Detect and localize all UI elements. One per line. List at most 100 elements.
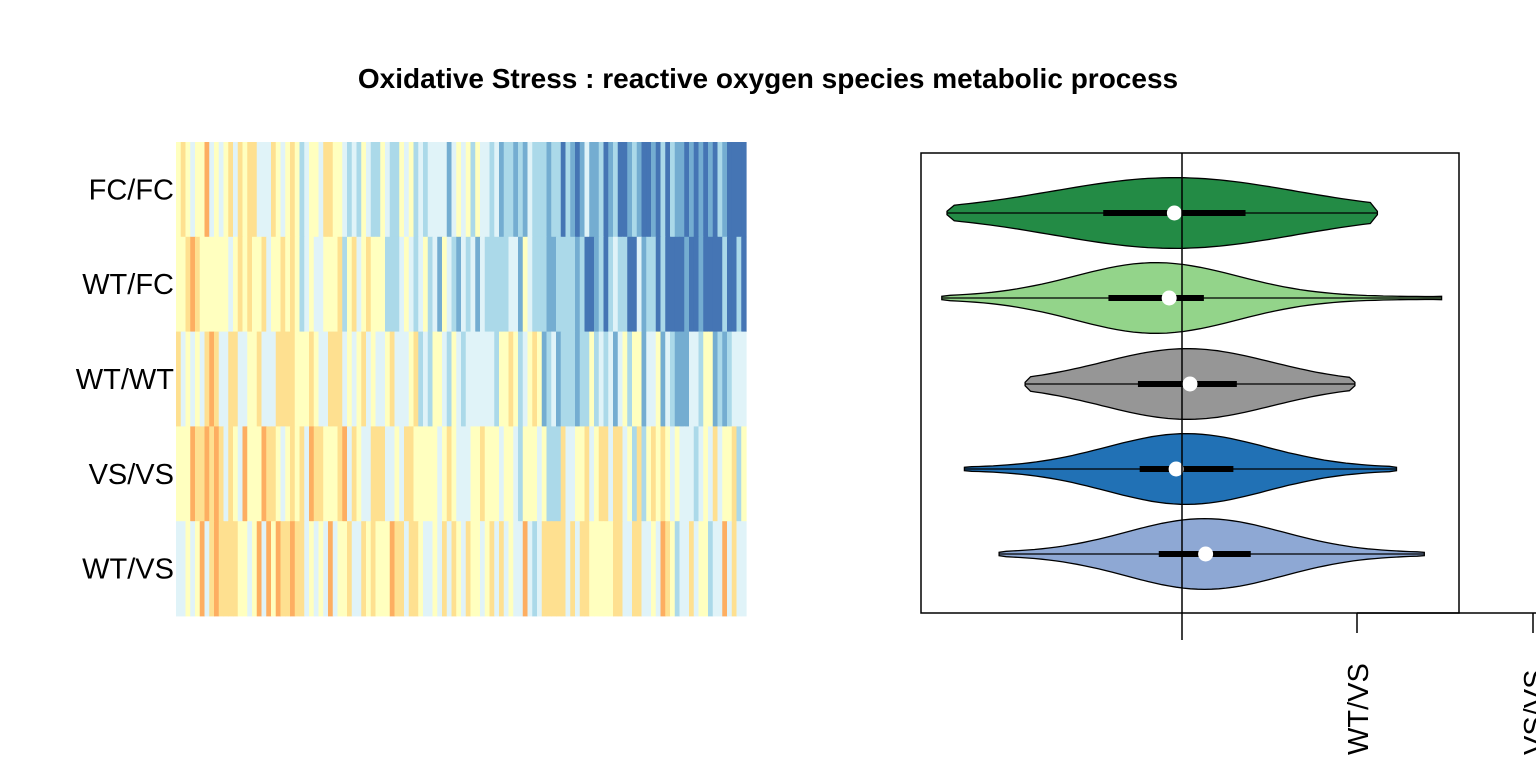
heatmap-cell [218,521,225,617]
heatmap-cell [546,331,552,427]
heatmap-cell [290,142,296,238]
heatmap-cell [660,521,666,617]
heatmap-cell [195,142,201,238]
heatmap-cell [651,426,657,522]
heatmap-cell [271,426,277,522]
heatmap-cell [655,331,662,427]
heatmap-cell [613,236,619,332]
heatmap-cell [722,142,728,238]
heatmap-cell [636,142,643,238]
heatmap-cell [513,521,519,617]
heatmap-cell [423,236,429,332]
heatmap-cell [537,426,543,522]
heatmap-cell [313,426,320,522]
heatmap-cell [418,426,424,522]
heatmap-cell [513,426,519,522]
heatmap-cell [579,331,586,427]
heatmap-cell [199,521,206,617]
heatmap-cell [399,426,405,522]
heatmap-cell [351,426,358,522]
heatmap-cell [427,521,434,617]
heatmap-cell [380,142,386,238]
heatmap-cell [432,331,438,427]
heatmap-cell [228,236,234,332]
heatmap-cell [679,521,685,617]
heatmap-cell [613,142,619,238]
heatmap-cell [556,426,562,522]
heatmap-cell [541,331,548,427]
heatmap-cell [465,331,472,427]
heatmap-cell [185,331,191,427]
heatmap-cell [494,331,500,427]
heatmap-cell [541,426,548,522]
heatmap-cell [698,236,704,332]
heatmap-cell [627,142,633,238]
heatmap-cell [432,142,438,238]
heatmap-cell [537,521,543,617]
heatmap-cell [328,521,334,617]
heatmap-cell [727,142,733,238]
heatmap-cell [727,521,733,617]
heatmap-cell [670,331,676,427]
heatmap-cell [313,142,320,238]
heatmap-cell [632,331,638,427]
heatmap-cell [546,426,552,522]
heatmap-cell [299,236,305,332]
heatmap-cell [332,236,339,332]
heatmap-cell [594,142,600,238]
heatmap-cell [660,142,666,238]
heatmap-cell [532,236,538,332]
heatmap-cell [237,426,244,522]
heatmap-cell [565,236,571,332]
heatmap-cell [693,521,700,617]
heatmap-cell [446,426,453,522]
heatmap-cell [594,331,600,427]
heatmap-cell [237,236,244,332]
heatmap-row-labels: FC/FC WT/FC WT/WT VS/VS WT/VS [76,174,175,585]
heatmap-cell [708,236,714,332]
heatmap-cell [442,521,448,617]
heatmap-cell [670,521,676,617]
heatmap-cell [475,142,481,238]
heatmap-cell [499,236,505,332]
heatmap-cell [347,426,353,522]
heatmap-cell [294,236,301,332]
heatmap-cell [342,236,348,332]
heatmap-cell [199,426,206,522]
heatmap-cell [708,521,714,617]
heatmap-cell [442,426,448,522]
heatmap-cell [418,142,424,238]
heatmap-cell [655,426,662,522]
heatmap-cell [532,142,538,238]
heatmap-cell [247,142,253,238]
heatmap-cell [285,236,291,332]
heatmap-row-label: FC/FC [89,174,174,206]
chart-title: Oxidative Stress : reactive oxygen speci… [358,63,1178,94]
heatmap-cell [579,142,586,238]
heatmap-cell [660,236,666,332]
violin-plot-frame [920,152,1460,614]
heatmap-panel: FC/FC WT/FC WT/WT VS/VS WT/VS [76,142,747,617]
heatmap-cell [337,142,343,238]
heatmap-cell [199,331,206,427]
heatmap-cell [185,426,191,522]
heatmap-cell [370,521,377,617]
heatmap-cell [290,236,296,332]
heatmap-cell [617,331,624,427]
heatmap-cell [370,426,377,522]
heatmap-cell [641,426,647,522]
heatmap-cell [394,426,400,522]
heatmap-cell [342,426,348,522]
heatmap-cell [218,142,225,238]
heatmap-cell [328,236,334,332]
heatmap-cell [617,236,624,332]
heatmap-cell [556,521,562,617]
heatmap-cell [712,142,719,238]
heatmap-cell [727,331,733,427]
heatmap-cell [465,236,472,332]
heatmap-cell [741,426,747,522]
heatmap-cell [584,331,590,427]
heatmap-cell [570,331,576,427]
heatmap-cell [266,236,272,332]
